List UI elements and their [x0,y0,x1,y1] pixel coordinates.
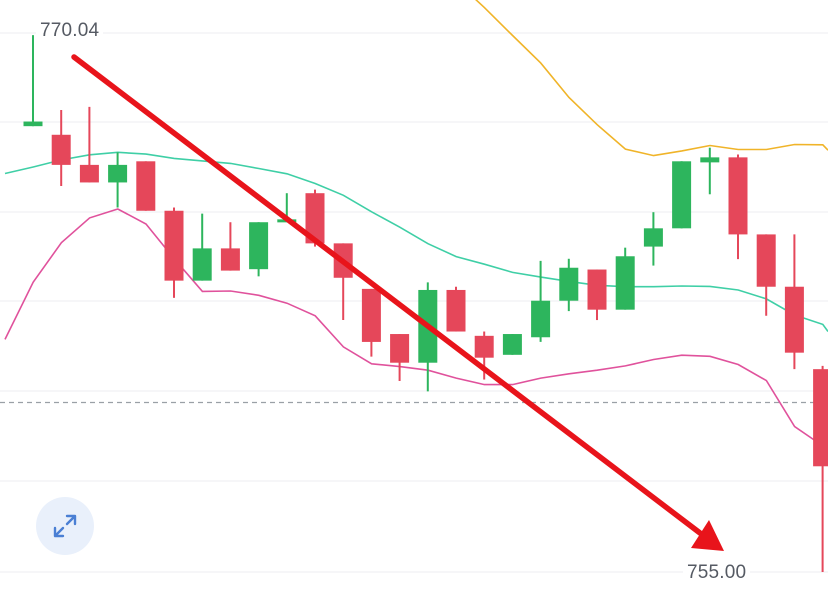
bollinger-bands [4,0,828,451]
candle-1 [51,110,71,187]
candle-body [136,161,156,211]
candle-13 [390,334,410,381]
candle-body [51,134,71,165]
candle-4 [136,161,156,211]
candle-body [728,157,748,235]
candle-18 [531,260,551,342]
candle-body [164,210,184,281]
candle-22 [643,212,663,266]
expand-button[interactable] [36,497,94,555]
trend-arrow-head [691,520,724,551]
candle-body [587,269,607,310]
candle-body [220,248,240,271]
candle-body [502,334,522,355]
candle-body [784,286,804,353]
candle-0 [23,35,43,127]
candle-body [79,164,99,183]
candle-body [108,164,128,183]
candle-body [813,369,828,467]
trend-arrow [71,54,724,551]
candle-21 [615,247,635,310]
candle-26 [756,234,776,316]
lower-band-line [4,208,828,451]
candle-body [643,228,663,247]
candle-body [446,289,466,332]
candle-20 [587,269,607,321]
chart-grid [0,32,828,573]
candle-body [305,193,325,244]
candle-6 [192,213,212,281]
candle-19 [559,258,579,312]
candle-8 [249,222,269,277]
candle-body [531,300,551,338]
candle-body [672,161,692,229]
candle-body [615,256,635,310]
candle-body [249,222,269,270]
candle-17 [502,334,522,355]
candle-28 [813,365,828,572]
trend-arrow-shaft [71,54,703,536]
candle-5 [164,207,184,298]
low-price-label: 755.00 [683,562,751,584]
candle-body [559,267,579,301]
candle-body [756,234,776,287]
candle-25 [728,154,748,260]
candle-24 [700,147,720,195]
candle-14 [418,282,438,392]
high-price-label: 770.04 [36,20,104,42]
candle-7 [220,222,240,271]
candle-23 [672,161,692,229]
candle-2 [79,106,99,183]
candles [23,35,828,572]
candle-body [192,248,212,281]
candle-body [390,334,410,363]
upper-band-line [475,0,828,157]
candle-body [700,157,720,163]
candle-27 [784,234,804,370]
candle-12 [361,288,381,357]
expand-diagonal-icon [53,514,77,538]
candle-body [23,121,43,127]
middle-band-line [4,151,828,332]
candle-body [474,335,494,358]
candle-body [361,288,381,342]
candle-3 [108,152,128,208]
candle-15 [446,286,466,332]
